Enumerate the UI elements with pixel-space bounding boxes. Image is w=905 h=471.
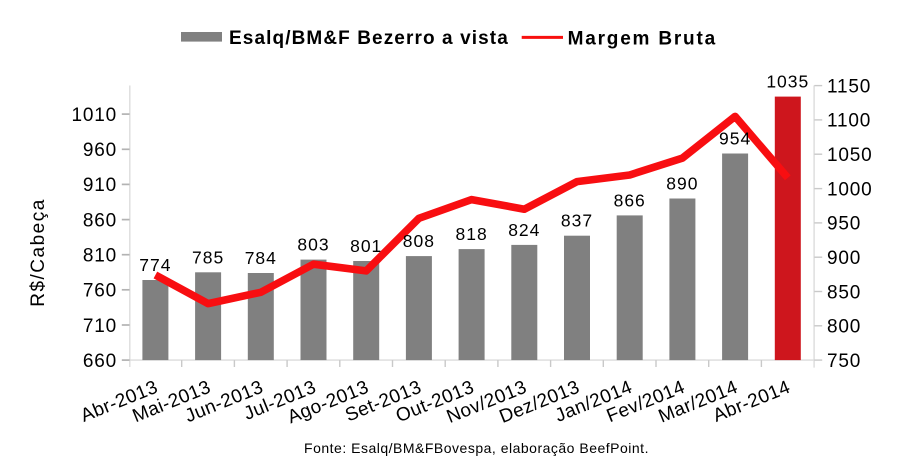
svg-text:785: 785 — [192, 247, 224, 267]
svg-text:1100: 1100 — [827, 111, 871, 132]
svg-text:860: 860 — [83, 210, 117, 231]
svg-text:850: 850 — [827, 282, 861, 303]
svg-text:910: 910 — [83, 175, 117, 196]
svg-text:750: 750 — [827, 351, 861, 372]
svg-text:837: 837 — [561, 211, 593, 231]
svg-text:710: 710 — [83, 316, 117, 337]
svg-text:1010: 1010 — [72, 105, 117, 126]
svg-text:950: 950 — [827, 214, 861, 235]
svg-text:R$/Cabeça: R$/Cabeça — [28, 198, 49, 307]
svg-text:660: 660 — [83, 351, 117, 372]
svg-text:818: 818 — [455, 224, 487, 244]
svg-text:Esalq/BM&F Bezerro a vista: Esalq/BM&F Bezerro a vista — [229, 28, 509, 49]
svg-text:1000: 1000 — [827, 179, 872, 200]
svg-text:760: 760 — [83, 281, 117, 302]
svg-text:774: 774 — [139, 255, 171, 275]
svg-text:784: 784 — [245, 248, 277, 268]
svg-text:1050: 1050 — [827, 145, 872, 166]
svg-text:960: 960 — [83, 140, 117, 161]
svg-text:Margem Bruta: Margem Bruta — [568, 29, 717, 50]
svg-text:866: 866 — [614, 190, 646, 210]
svg-text:890: 890 — [666, 174, 698, 194]
svg-text:900: 900 — [827, 248, 861, 269]
svg-text:810: 810 — [83, 246, 117, 267]
svg-text:1035: 1035 — [766, 72, 809, 92]
svg-text:954: 954 — [719, 129, 751, 149]
svg-text:801: 801 — [350, 236, 382, 256]
svg-text:Fonte: Esalq/BM&FBovespa, elab: Fonte: Esalq/BM&FBovespa, elaboração Bee… — [304, 440, 649, 456]
svg-text:800: 800 — [827, 317, 861, 338]
svg-text:824: 824 — [508, 220, 540, 240]
svg-text:1150: 1150 — [827, 76, 871, 97]
svg-text:803: 803 — [297, 235, 329, 255]
svg-text:808: 808 — [403, 231, 435, 251]
